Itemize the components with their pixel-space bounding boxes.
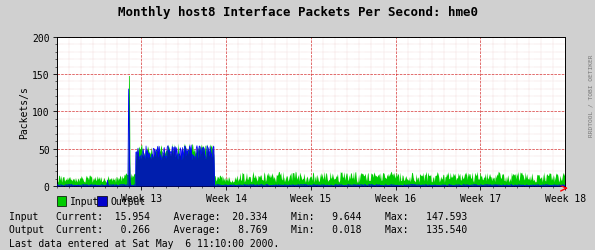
Text: Last data entered at Sat May  6 11:10:00 2000.: Last data entered at Sat May 6 11:10:00 … [9, 238, 279, 248]
Y-axis label: Packets/s: Packets/s [19, 86, 29, 138]
Text: Input   Current:  15.954    Average:  20.334    Min:   9.644    Max:   147.593: Input Current: 15.954 Average: 20.334 Mi… [9, 211, 467, 221]
Text: Input: Input [70, 196, 99, 206]
Text: RRDTOOL / TOBI OETIKER: RRDTOOL / TOBI OETIKER [589, 54, 594, 136]
Text: Output  Current:   0.266    Average:   8.769    Min:   0.018    Max:   135.540: Output Current: 0.266 Average: 8.769 Min… [9, 224, 467, 234]
Text: Monthly host8 Interface Packets Per Second: hme0: Monthly host8 Interface Packets Per Seco… [117, 6, 478, 19]
Text: Output: Output [111, 196, 146, 206]
